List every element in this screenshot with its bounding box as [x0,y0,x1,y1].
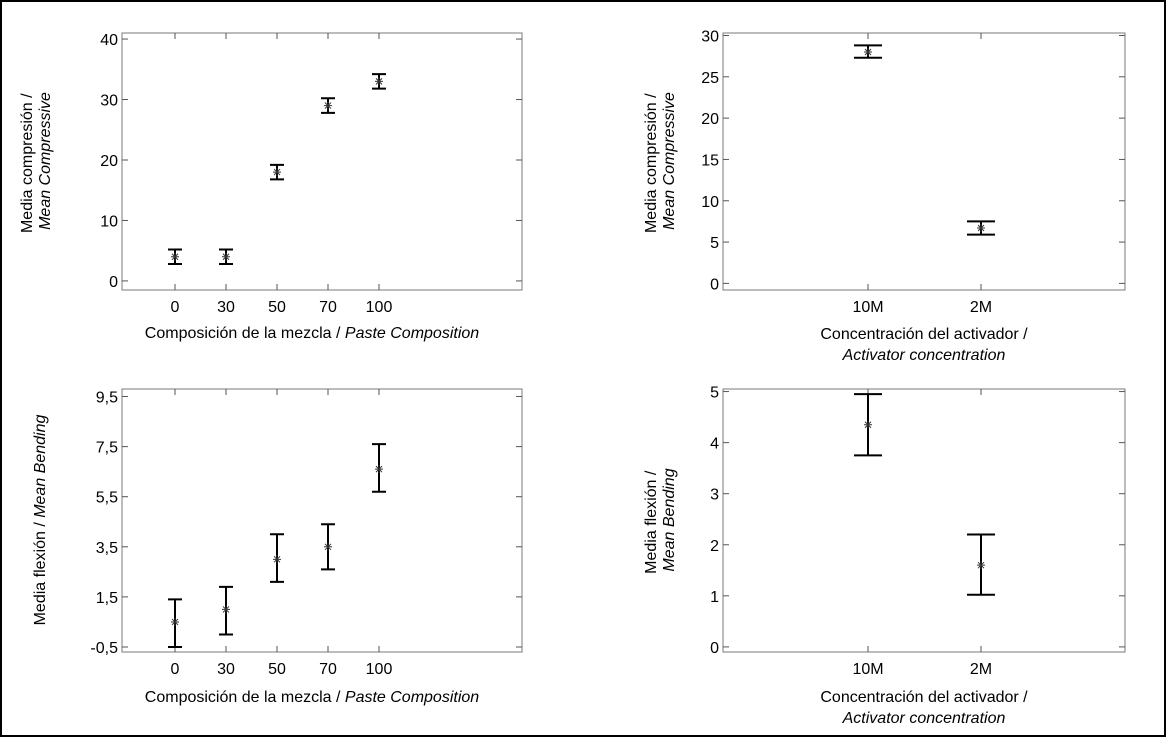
mean-point [977,561,985,570]
mean-markers-1 [171,77,383,261]
y-tick-label: 10 [701,194,719,211]
y-tick-label: 0 [710,276,719,293]
y-axis-label-2-line1: Media compresión / [643,93,660,233]
y-tick-label: 30 [701,28,719,45]
mean-point [864,420,872,429]
mean-point [171,617,179,626]
x-tick-label: 100 [366,661,393,678]
y-tick-label: 7,5 [96,440,118,457]
x-axis-label-4-italic: Activator concentration [842,710,1006,727]
x-axis-label-4: Concentración del activador / [820,689,1028,706]
x-tick-label: 10M [852,299,883,316]
y-axis-label-1-line2: Mean Compressive [37,92,54,230]
mean-point [273,168,281,177]
mean-point [222,605,230,614]
mean-markers-4 [864,420,985,570]
y-tick-label: 0 [710,640,719,657]
mean-point [324,101,332,110]
y-axis-label-2-line2: Mean Compressive [661,92,678,230]
chart-panel-4: 0 1 2 3 4 5 10M 2M Concentración del activador… [643,385,1126,727]
y-ticks-3: -0,5 1,5 3,5 5,5 7,5 9,5 [90,390,522,657]
y-tick-label: 5 [710,385,719,402]
y-axis-label-1: Media compresión / Mean Compressive [19,89,54,233]
mean-point [324,542,332,551]
y-tick-label: 15 [701,152,719,169]
y-tick-label: 5,5 [96,490,118,507]
y-axis-label-4: Media flexión / Mean Bending [643,466,678,574]
y-axis-label-4-line1: Media flexión / [643,470,660,574]
chart-panel-1: 0 10 20 30 40 0 30 50 70 100 Composición de la m… [19,32,523,342]
x-tick-label: 2M [970,299,992,316]
x-tick-label: 70 [319,661,337,678]
mean-point [864,48,872,57]
mean-point [375,465,383,474]
y-tick-label: -0,5 [90,640,118,657]
y-axis-label-2: Media compresión / Mean Compressive [643,89,678,233]
mean-point [273,555,281,564]
x-tick-label: 10M [852,661,883,678]
x-ticks-1: 0 30 50 70 100 [171,33,393,316]
mean-point [171,252,179,261]
x-ticks-2: 10M 2M [852,33,992,316]
y-tick-label: 25 [701,70,719,87]
y-tick-label: 30 [100,93,118,110]
y-tick-label: 5 [710,235,719,252]
y-tick-label: 4 [710,436,719,453]
x-axis-label-2: Concentración del activador / [820,326,1028,343]
y-tick-label: 0 [109,274,118,291]
y-ticks-4: 0 1 2 3 4 5 [710,385,1125,657]
plot-area-1 [121,32,523,291]
error-bars-4 [854,393,995,596]
x-axis-label-1: Composición de la mezcla / Paste Composi… [145,325,479,342]
y-tick-label: 3 [710,487,719,504]
y-tick-label: 20 [701,111,719,128]
y-ticks-1: 0 10 20 30 40 [100,32,522,291]
mean-markers-3 [171,465,383,626]
plot-area-3 [121,388,523,653]
x-axis-label-1-text: Composición de la mezcla / [145,325,345,342]
error-bars-2 [854,44,995,236]
x-tick-label: 0 [171,299,180,316]
x-ticks-4: 10M 2M [852,389,992,678]
y-tick-label: 10 [100,213,118,230]
x-axis-label-1-italic: Paste Composition [345,325,479,342]
x-tick-label: 70 [319,299,337,316]
y-tick-label: 1,5 [96,590,118,607]
chart-panel-2: 0 5 10 15 20 25 30 10M 2M Concentración del act… [643,28,1126,364]
y-axis-label-3-italic: Mean Bending [32,415,49,518]
y-tick-label: 40 [100,32,118,49]
y-axis-label-4-line2: Mean Bending [661,468,678,571]
y-tick-label: 9,5 [96,390,118,407]
plot-area-4 [722,388,1126,653]
x-tick-label: 0 [171,661,180,678]
x-tick-label: 30 [217,661,235,678]
x-axis-label-3-text: Composición de la mezcla / [145,689,345,706]
chart-panel-3: -0,5 1,5 3,5 5,5 7,5 9,5 0 30 50 70 100 Composici… [32,388,523,706]
y-tick-label: 2 [710,538,719,555]
y-tick-label: 1 [710,589,719,606]
y-ticks-2: 0 5 10 15 20 25 30 [701,28,1125,293]
mean-markers-2 [864,48,985,233]
y-tick-label: 20 [100,153,118,170]
error-bars-3 [168,443,386,648]
plot-area-2 [722,32,1126,291]
y-tick-label: 3,5 [96,540,118,557]
y-axis-label-3: Media flexión / Mean Bending [32,415,49,626]
x-tick-label: 2M [970,661,992,678]
x-tick-label: 100 [366,299,393,316]
y-axis-label-1-line1: Media compresión / [19,93,36,233]
x-axis-label-3: Composición de la mezcla / Paste Composi… [145,689,479,706]
y-axis-label-3-text: Media flexión / [32,518,49,626]
mean-point [222,252,230,261]
mean-point [375,77,383,86]
x-ticks-3: 0 30 50 70 100 [171,389,393,678]
x-tick-label: 30 [217,299,235,316]
mean-point [977,224,985,233]
x-axis-label-3-italic: Paste Composition [345,689,479,706]
x-tick-label: 50 [268,661,286,678]
x-tick-label: 50 [268,299,286,316]
x-axis-label-2-italic: Activator concentration [842,347,1006,364]
